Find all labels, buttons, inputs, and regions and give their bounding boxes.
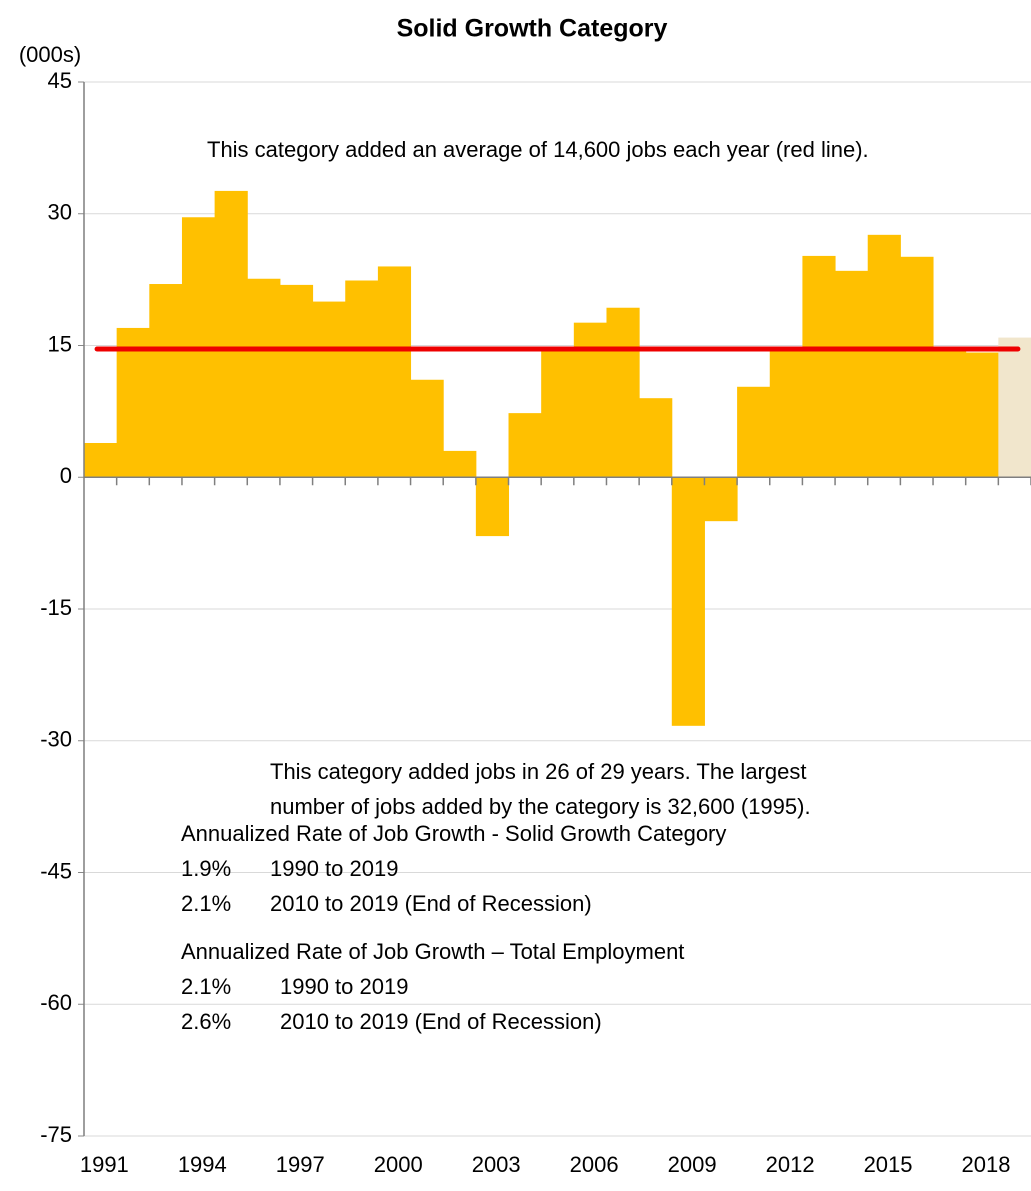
bar [639,398,673,478]
period: 2010 to 2019 (End of Recession) [270,891,592,916]
bar [671,477,705,726]
bar [606,307,640,478]
bar [279,284,314,478]
bar [933,347,967,478]
y-tick-label: 0 [60,463,72,488]
bar [247,278,281,478]
bar [84,442,118,478]
y-tick-label: -30 [40,727,72,752]
x-tick-label: 2006 [570,1152,619,1177]
bar [965,352,999,478]
x-tick-label: 2009 [668,1152,717,1177]
rate: 2.6% [181,1009,231,1034]
annotation: This category added an average of 14,600… [207,137,869,162]
y-tick-label: -60 [40,990,72,1015]
y-tick-label: 15 [48,331,72,356]
y-tick-label: -15 [40,595,72,620]
bar [704,477,738,522]
bar [410,379,444,478]
bar [835,270,869,478]
y-tick-label: 30 [48,200,72,225]
period: 1990 to 2019 [280,974,408,999]
y-axis-label: (000s) [19,42,81,67]
bar [998,337,1031,478]
y-tick-label: 45 [48,68,72,93]
table-title: Annualized Rate of Job Growth - Solid Gr… [181,821,726,846]
bar [737,386,771,478]
bar [377,266,412,478]
annotation: number of jobs added by the category is … [270,794,811,819]
table-title: Annualized Rate of Job Growth – Total Em… [181,939,684,964]
bar [508,413,542,478]
bar [769,347,803,478]
x-tick-label: 2015 [864,1152,913,1177]
bar [573,322,607,478]
bar [116,327,150,478]
chart-title: Solid Growth Category [397,15,668,43]
bar [541,348,575,478]
bar [475,477,510,537]
bar [867,234,901,478]
y-tick-label: -45 [40,858,72,883]
x-tick-label: 1997 [276,1152,325,1177]
x-tick-label: 1991 [80,1152,129,1177]
rate: 2.1% [181,974,231,999]
bar [443,450,477,478]
x-tick-label: 1994 [178,1152,227,1177]
rate: 2.1% [181,891,231,916]
x-tick-label: 2003 [472,1152,521,1177]
period: 2010 to 2019 (End of Recession) [280,1009,602,1034]
y-tick-label: -75 [40,1122,72,1147]
x-tick-label: 2018 [962,1152,1011,1177]
x-tick-label: 2000 [374,1152,423,1177]
bar [345,280,379,478]
bar [214,190,248,478]
x-tick-label: 2012 [766,1152,815,1177]
bar [312,301,346,478]
bar [149,284,183,478]
period: 1990 to 2019 [270,856,398,881]
annotation: This category added jobs in 26 of 29 yea… [270,759,806,784]
rate: 1.9% [181,856,231,881]
bar [802,255,836,478]
bar [900,256,934,478]
